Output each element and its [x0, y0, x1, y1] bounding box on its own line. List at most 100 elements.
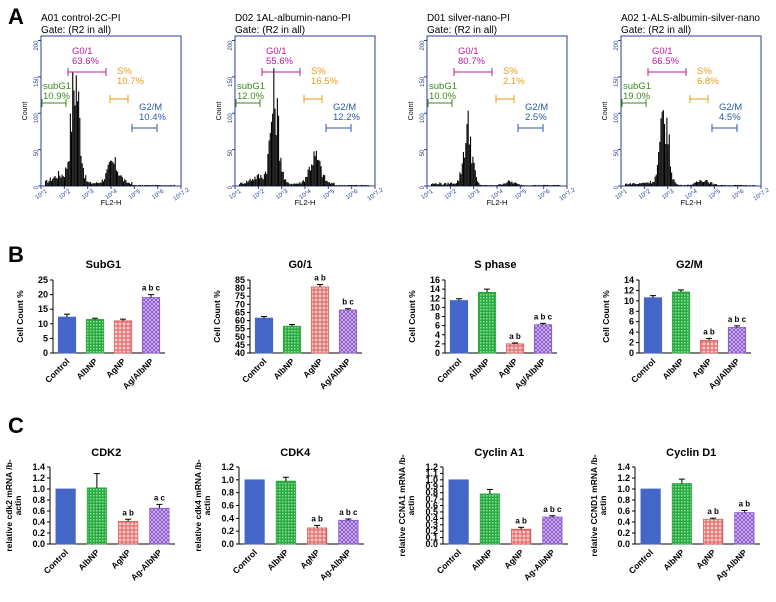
- histogram-bin: [328, 182, 330, 186]
- y-tick-label: 0.7: [425, 494, 438, 504]
- histogram-bin: [339, 184, 341, 186]
- category-label: Control: [435, 547, 463, 575]
- y-tick-label: 75: [235, 291, 245, 301]
- histogram-bin: [159, 185, 161, 186]
- bar-chart-cyclin-a1: Cyclin A10.00.10.20.30.40.50.60.70.80.91…: [397, 447, 568, 582]
- histogram-bin: [673, 179, 675, 186]
- histogram-bin: [474, 170, 476, 186]
- histogram-bin: [278, 115, 280, 186]
- significance-label: a b: [311, 514, 323, 523]
- bar-albnp: [479, 493, 500, 545]
- chart-title: SubG1: [86, 259, 121, 271]
- g01-gate-label: G0/1: [72, 46, 93, 57]
- y-axis-label: Cell Count %: [601, 290, 611, 343]
- histogram-bin: [480, 184, 482, 186]
- histogram-bin: [47, 182, 49, 186]
- histogram-bin: [344, 185, 346, 186]
- histogram-bin: [432, 183, 434, 186]
- flow-ytick-label: 100: [228, 113, 234, 124]
- flow-ytick-label: 100: [420, 113, 426, 124]
- chart-title: Cyclin A1: [474, 447, 524, 459]
- category-label: AlbNP: [661, 547, 686, 572]
- y-axis-label: relative CCND1 mRNA /b-actin: [589, 454, 608, 556]
- histogram-bin: [67, 162, 69, 186]
- s-phase-gate-label: S%: [117, 66, 132, 77]
- histogram-bin: [95, 182, 97, 186]
- y-tick-label: 0.6: [617, 506, 630, 516]
- histogram-bin: [94, 183, 96, 186]
- histogram-bin: [327, 182, 329, 186]
- histogram-bin: [659, 141, 661, 186]
- significance-label: a b: [314, 274, 326, 283]
- histogram-bin: [662, 110, 664, 186]
- flow-ytick-label: 50: [420, 149, 426, 156]
- histogram-bin: [717, 185, 719, 186]
- histogram-bin: [138, 185, 140, 186]
- histogram-bin: [549, 185, 551, 186]
- y-tick-label: 0.3: [425, 520, 438, 530]
- flow-xtick-label: 10^5: [514, 188, 528, 201]
- histogram-bin: [746, 185, 748, 186]
- bar-albnp: [85, 319, 105, 354]
- bar-control: [643, 297, 663, 354]
- histogram-bin: [110, 160, 112, 186]
- histogram-bin: [361, 185, 364, 186]
- g2m-gate-pct: 4.5%: [719, 112, 741, 123]
- y-tick-label: 0.0: [617, 539, 630, 549]
- histogram-bin: [752, 185, 754, 186]
- bar-control: [55, 488, 76, 545]
- histogram-bin: [634, 183, 636, 186]
- histogram-bin: [353, 185, 355, 186]
- s-phase-gate-label: S%: [697, 66, 712, 77]
- histogram-bin: [626, 183, 628, 186]
- histogram-bin: [467, 110, 469, 186]
- histogram-bin: [295, 183, 297, 186]
- bar-ag-albnp: [727, 327, 747, 354]
- histogram-bin: [493, 185, 495, 186]
- category-label: Ag/AlbNP: [121, 356, 156, 391]
- histogram-bin: [455, 183, 457, 186]
- histogram-bin: [448, 184, 450, 186]
- flow-ytick-label: 50: [228, 149, 234, 156]
- flow-xtick-label: 10^2: [252, 188, 266, 201]
- y-tick-label: 5: [43, 333, 48, 343]
- histogram-bin: [114, 157, 116, 186]
- histogram-bin: [333, 182, 335, 186]
- bar-chart-cdk2: CDK2 0.00.20.40.60.81.01.21.4 relative cdk…: [4, 447, 175, 582]
- histogram-bin: [130, 184, 132, 186]
- histogram-bin: [512, 183, 514, 186]
- histogram-bin: [337, 185, 339, 186]
- histogram-bin: [124, 179, 126, 186]
- y-tick-label: 6: [435, 321, 440, 331]
- histogram-bin: [460, 174, 462, 186]
- histogram-bin: [632, 183, 634, 186]
- significance-label: a b c: [728, 315, 747, 324]
- flow-xtick-label: 10^3: [467, 188, 481, 201]
- histogram-bin: [165, 185, 167, 186]
- bar-albnp: [282, 325, 302, 354]
- histogram-bin: [164, 185, 166, 186]
- histogram-bin: [315, 150, 317, 186]
- histogram-bin: [287, 182, 289, 186]
- flow-xtick-label: 10^5: [322, 188, 336, 201]
- histogram-bin: [79, 117, 81, 186]
- histogram-bin: [505, 183, 507, 186]
- histogram-bin: [750, 185, 752, 186]
- y-axis-label: Cell Count %: [15, 290, 25, 343]
- histogram-bin: [522, 185, 524, 186]
- y-tick-label: 14: [430, 284, 440, 294]
- histogram-bin: [461, 163, 463, 186]
- histogram-bin: [452, 184, 454, 186]
- histogram-bin: [550, 185, 552, 186]
- g01-gate-pct: 66.5%: [652, 56, 679, 67]
- histogram-bin: [289, 184, 291, 186]
- y-tick-label: 8: [629, 306, 634, 316]
- histogram-bin: [431, 184, 433, 186]
- histogram-bin: [692, 184, 694, 186]
- histogram-bin: [537, 185, 539, 186]
- histogram-bin: [667, 144, 669, 186]
- histogram-bin: [267, 154, 269, 186]
- histogram-bin: [491, 185, 493, 186]
